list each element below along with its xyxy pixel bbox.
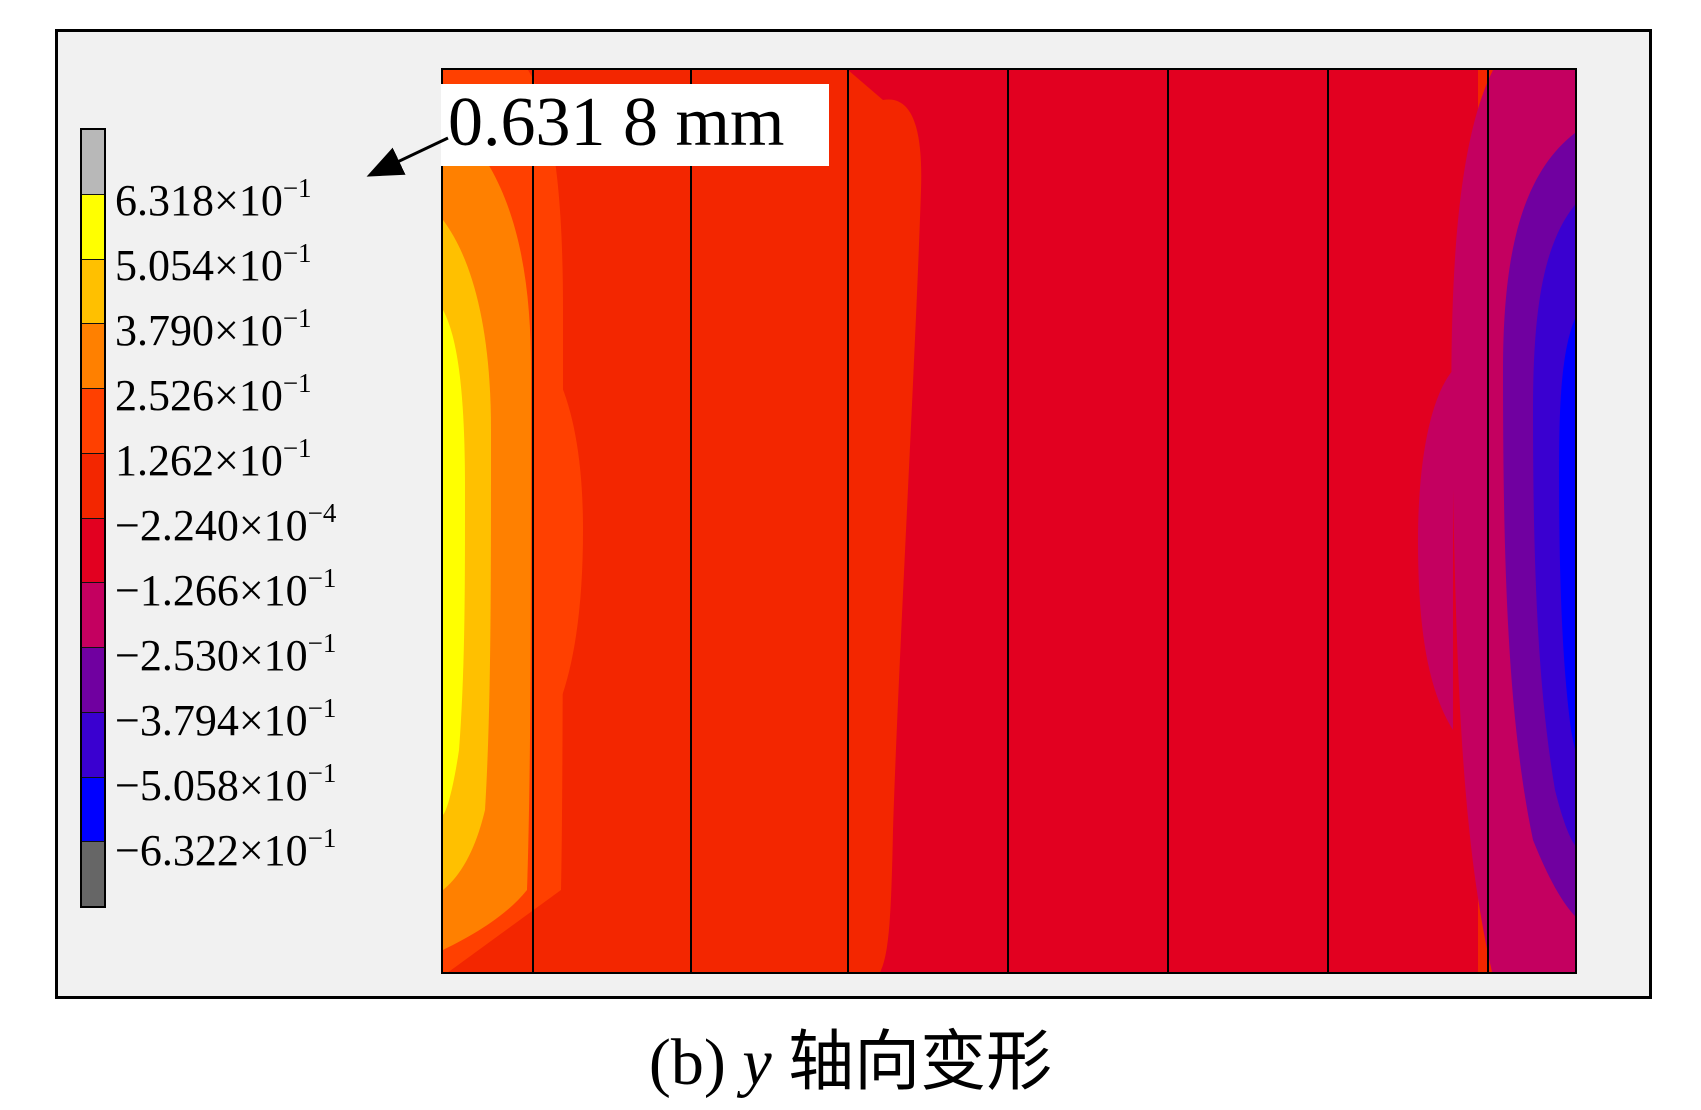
legend-label: −5.058×10−1	[115, 760, 336, 808]
legend-label-times: ×10	[214, 436, 283, 485]
legend-label-mantissa: 2.526	[115, 371, 214, 420]
legend-label-mantissa: 5.054	[115, 241, 214, 290]
legend-label-mantissa: 1.262	[115, 436, 214, 485]
legend-label-exponent: −1	[307, 628, 337, 658]
legend-label-times: ×10	[238, 826, 308, 875]
max-value-callout-box	[441, 84, 829, 166]
caption-suffix: 轴向变形	[788, 1026, 1053, 1099]
legend-swatch	[82, 777, 104, 843]
legend-swatch	[82, 389, 104, 454]
legend-swatch	[82, 842, 104, 906]
contour-fill	[443, 70, 1575, 972]
right-blue	[1559, 318, 1575, 750]
legend-label-exponent: −1	[307, 823, 337, 853]
legend-swatch	[82, 324, 104, 389]
legend-label-times: ×10	[238, 631, 308, 680]
left-yellow	[443, 310, 465, 815]
legend-label: 6.318×10−1	[115, 175, 312, 223]
legend-label-mantissa: −2.240	[115, 501, 239, 550]
legend-label-mantissa: 6.318	[115, 176, 214, 225]
caption-prefix: (b)	[648, 1026, 726, 1099]
legend-swatch	[82, 648, 104, 713]
color-legend-bar	[80, 128, 106, 908]
legend-label: −3.794×10−1	[115, 695, 336, 743]
legend-label-exponent: −1	[307, 563, 337, 593]
legend-label: −2.530×10−1	[115, 630, 336, 678]
legend-label-times: ×10	[238, 761, 308, 810]
legend-swatch	[82, 712, 104, 778]
legend-label-exponent: −1	[282, 173, 312, 203]
band-column-6	[1168, 70, 1328, 972]
legend-swatch	[82, 194, 104, 260]
legend-label-exponent: −1	[307, 693, 337, 723]
middle-island	[848, 70, 922, 972]
legend-swatch	[82, 130, 104, 195]
legend-swatch	[82, 453, 104, 519]
middle-island-right	[1008, 70, 1115, 972]
legend-swatch	[82, 518, 104, 584]
legend-label: 2.526×10−1	[115, 370, 312, 418]
legend-label-times: ×10	[238, 566, 308, 615]
legend-label: 3.790×10−1	[115, 305, 312, 353]
right-outer-band	[1418, 370, 1453, 730]
legend-label-exponent: −1	[282, 433, 312, 463]
left-bulge	[533, 340, 583, 750]
legend-label-mantissa: −5.058	[115, 761, 239, 810]
legend-label-times: ×10	[238, 501, 308, 550]
legend-label-exponent: −4	[307, 498, 337, 528]
legend-label-exponent: −1	[307, 758, 337, 788]
legend-label: 5.054×10−1	[115, 240, 312, 288]
legend-label-exponent: −1	[282, 238, 312, 268]
max-value-callout: 0.631 8 mm	[448, 84, 785, 161]
legend-label-times: ×10	[214, 176, 283, 225]
caption-variable: y	[742, 1026, 772, 1099]
legend-label-mantissa: 3.790	[115, 306, 214, 355]
legend-label-times: ×10	[238, 696, 308, 745]
legend-label-exponent: −1	[282, 368, 312, 398]
legend-label-mantissa: −1.266	[115, 566, 239, 615]
legend-label-mantissa: −2.530	[115, 631, 239, 680]
legend-label-exponent: −1	[282, 303, 312, 333]
legend-label: −6.322×10−1	[115, 825, 336, 873]
deformation-contour-plot	[441, 68, 1577, 974]
legend-label-mantissa: −3.794	[115, 696, 239, 745]
legend-label: −1.266×10−1	[115, 565, 336, 613]
legend-label: −2.240×10−4	[115, 500, 336, 548]
legend-label-times: ×10	[214, 241, 283, 290]
legend-label-times: ×10	[214, 371, 283, 420]
legend-label-times: ×10	[214, 306, 283, 355]
figure-caption: (b) y 轴向变形	[0, 1030, 1701, 1096]
legend-swatch	[82, 583, 104, 648]
legend-label: 1.262×10−1	[115, 435, 312, 483]
legend-label-mantissa: −6.322	[115, 826, 239, 875]
legend-swatch	[82, 259, 104, 325]
